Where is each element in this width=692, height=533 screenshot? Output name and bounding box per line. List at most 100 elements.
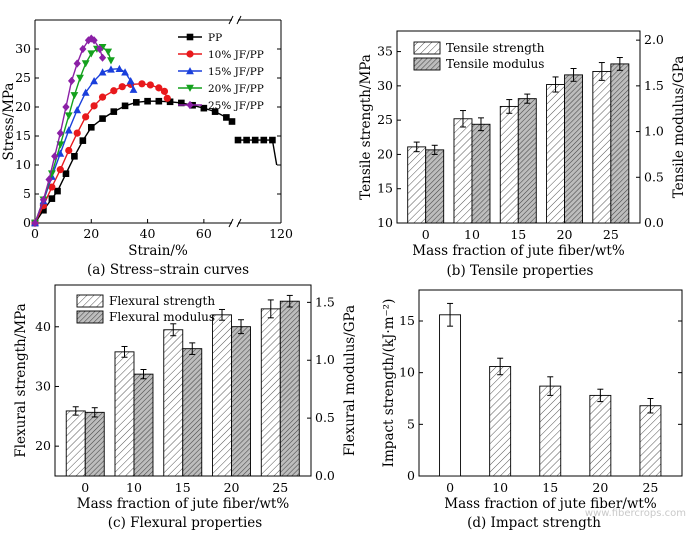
legend-c: Flexural strength Flexural modulus: [76, 294, 215, 324]
bar: [453, 118, 473, 224]
data-point: [51, 152, 59, 161]
data-point: [121, 68, 129, 76]
y-tick-label-right: 0.5: [644, 169, 664, 184]
data-point: [98, 53, 107, 62]
bar: [610, 63, 630, 224]
x-tick-label: 15: [542, 480, 558, 495]
data-point: [90, 36, 98, 45]
y-tick-label: 35: [377, 44, 393, 59]
data-point: [104, 48, 113, 56]
y-tick-label: 25: [15, 70, 31, 85]
x-axis-label: Mass fraction of jute fiber/wt%: [412, 243, 625, 259]
x-tick-label: 20: [557, 227, 573, 242]
legend-label: Tensile modulus: [446, 57, 544, 71]
y-axis-label: Stress/MPa: [1, 83, 17, 161]
data-point: [163, 94, 171, 102]
axis-break-mark: [228, 218, 234, 228]
data-point: [64, 126, 73, 134]
bar: [114, 351, 135, 477]
bar: [564, 74, 584, 224]
x-tick-label: 25: [272, 480, 288, 495]
data-point: [73, 106, 82, 114]
y-tick-label-right: 0.0: [315, 468, 335, 483]
x-tick-label: 40: [140, 226, 156, 241]
legend-marker: [186, 84, 194, 92]
data-point: [76, 74, 84, 82]
x-tick-label: 0: [446, 480, 454, 495]
legend-marker: [186, 33, 194, 41]
bar: [546, 84, 566, 224]
series-10-jf-pp: [31, 80, 171, 227]
y-tick-label-right: 1.0: [315, 352, 335, 367]
x-axis-label: Mass fraction of jute fiber/wt%: [77, 496, 290, 512]
legend-marker: [186, 67, 194, 75]
x-tick-label: 0: [81, 480, 89, 495]
bar: [539, 385, 562, 477]
y-tick-label: 15: [377, 181, 393, 196]
y-tick-label: 20: [35, 438, 51, 453]
data-point: [73, 129, 81, 137]
bar: [260, 308, 281, 477]
caption-c: (c) Flexural properties: [108, 515, 263, 531]
data-point: [98, 93, 107, 101]
legend-label: 25% JF/PP: [208, 100, 264, 112]
data-point: [54, 187, 61, 195]
legend-label: Flexural modulus: [109, 310, 215, 324]
data-point: [211, 108, 219, 115]
caption-d: (d) Impact strength: [467, 515, 601, 531]
data-point: [48, 195, 56, 202]
bar: [231, 326, 251, 477]
data-point: [39, 195, 48, 204]
data-point: [62, 102, 70, 112]
bar: [279, 300, 300, 477]
y-tick-label: 5: [23, 186, 31, 201]
y-axis-label-right: Flexural modulus/GPa: [342, 305, 358, 456]
y-axis-label-right: Tensile modulus/GPa: [671, 56, 687, 199]
y-axis-label: Flexural strength/MPa: [13, 303, 29, 457]
legend-swatch: [413, 41, 441, 55]
data-point: [166, 98, 174, 106]
bar: [439, 314, 462, 477]
data-point: [269, 136, 276, 144]
data-point: [62, 170, 70, 177]
axis-break-mark: [228, 15, 234, 25]
data-point: [107, 57, 115, 65]
x-axis-label: Strain/%: [128, 243, 188, 259]
data-point: [146, 81, 154, 89]
data-point: [144, 97, 151, 105]
y-tick-label: 25: [377, 112, 393, 127]
watermark: www.fibercrops.com: [585, 508, 686, 519]
legend-swatch: [76, 294, 104, 308]
axis-break-mark: [236, 218, 242, 228]
y-axis-label: Tensile strength/MPa: [358, 54, 374, 200]
y-tick-label-right: 0.5: [315, 410, 335, 425]
data-point: [107, 65, 115, 73]
data-point: [99, 115, 106, 122]
legend-label: 10% JF/PP: [208, 49, 264, 61]
y-tick-label-right: 1.5: [315, 294, 335, 309]
bar: [471, 123, 491, 224]
series-pp-tail: [234, 136, 278, 166]
y-tick-label: 10: [377, 215, 393, 230]
data-point: [121, 102, 129, 110]
data-point: [98, 68, 107, 76]
data-point: [64, 112, 73, 120]
x-axis-label: Mass fraction of jute fiber/wt%: [444, 496, 657, 512]
data-point: [82, 113, 90, 121]
legend-label: 15% JF/PP: [208, 66, 264, 78]
data-point: [155, 84, 163, 92]
y-tick-label: 0: [23, 215, 31, 230]
data-point: [110, 87, 118, 95]
data-point: [90, 102, 98, 110]
y-axis-label: Impact strength/(kJ·m⁻²): [381, 299, 397, 468]
caption-b: (b) Tensile properties: [447, 263, 594, 279]
caption-a: (a) Stress–strain curves: [87, 262, 249, 278]
x-tick-label: 25: [642, 480, 658, 495]
series-line: [34, 100, 233, 224]
bar: [489, 366, 512, 477]
bar: [499, 105, 519, 224]
x-tick-label: 10: [492, 480, 508, 495]
data-point: [178, 99, 185, 107]
bar: [425, 149, 445, 224]
legend-label: PP: [208, 32, 222, 44]
